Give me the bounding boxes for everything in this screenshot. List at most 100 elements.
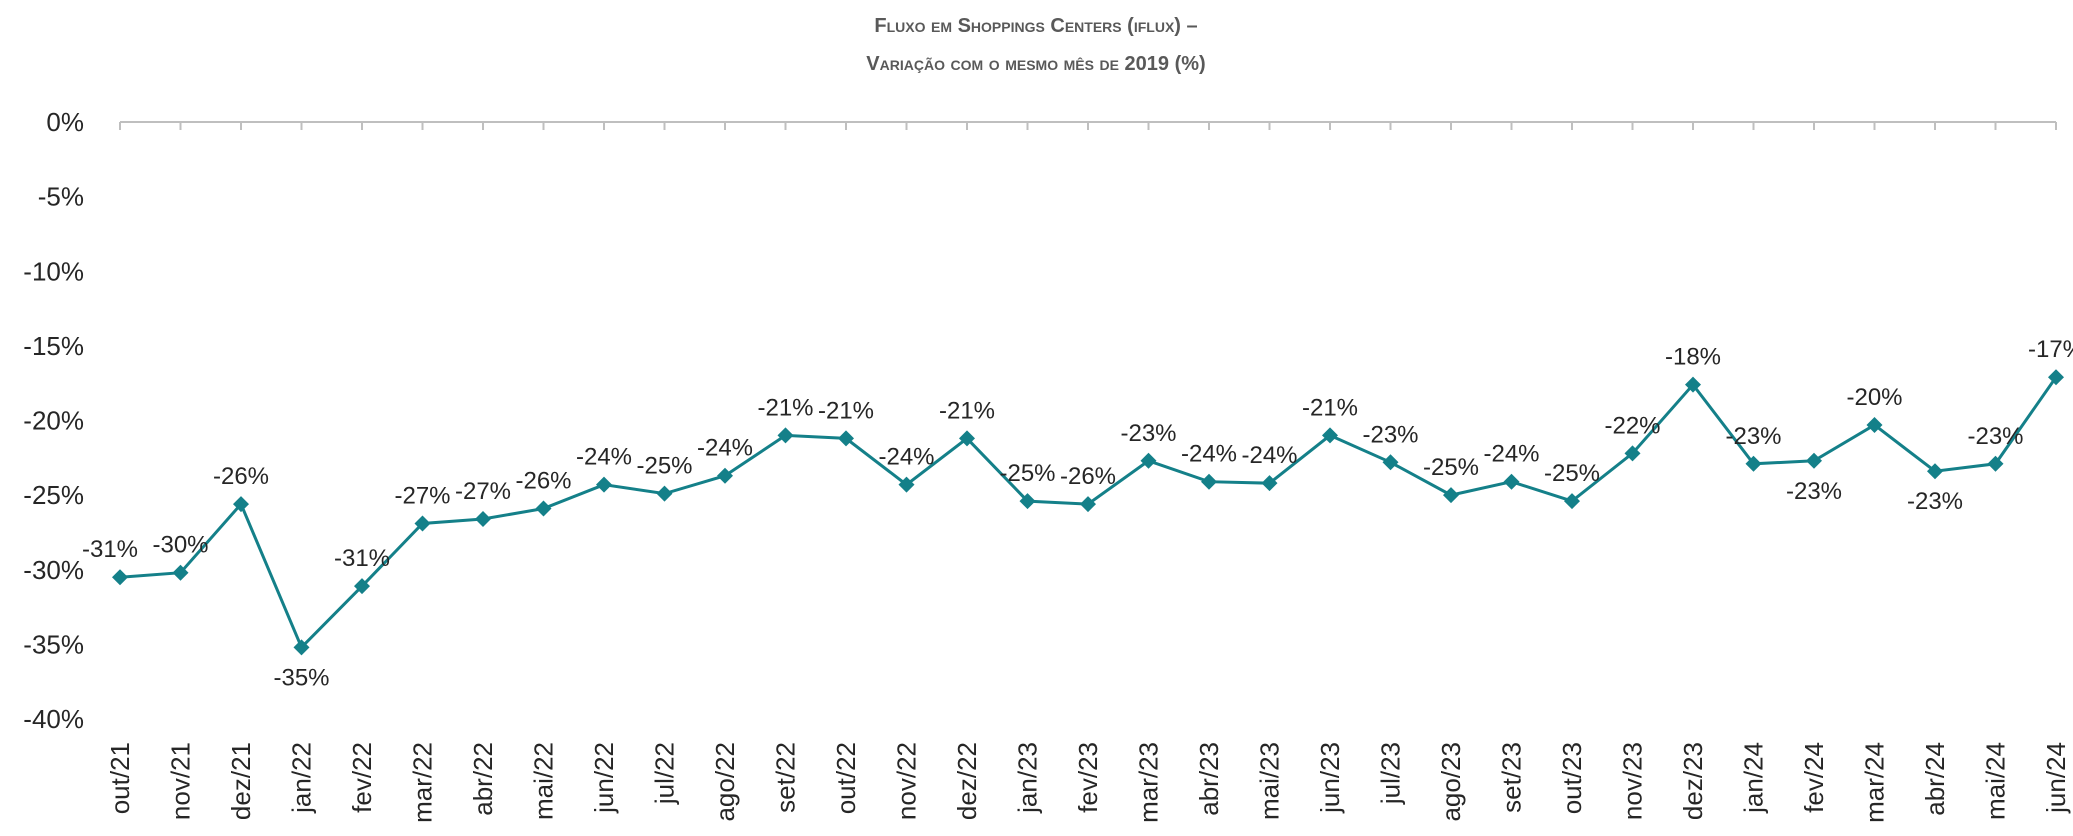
marker	[1866, 416, 1883, 433]
marker	[1503, 473, 1520, 490]
line	[119, 376, 2058, 651]
data-label: -25%	[636, 453, 692, 480]
data-label: -22%	[1604, 412, 1660, 439]
marker	[656, 485, 673, 502]
data-label: -24%	[576, 444, 632, 471]
marker	[959, 430, 975, 447]
marker	[898, 476, 915, 493]
y-tick-label: -25%	[23, 480, 84, 510]
marker	[1624, 445, 1641, 462]
y-tick-label: -35%	[23, 629, 84, 659]
marker	[535, 500, 552, 517]
marker	[1019, 493, 1036, 510]
marker	[354, 578, 370, 595]
data-label: -24%	[697, 435, 753, 462]
marker	[1443, 487, 1459, 504]
marker	[293, 639, 310, 656]
data-label: -23%	[1725, 423, 1781, 450]
x-tick-label: mar/22	[408, 742, 438, 823]
x-tick-label: dez/22	[952, 742, 982, 820]
x-tick-label: jul/22	[650, 742, 680, 805]
x-tick-label: nov/23	[1618, 742, 1648, 820]
x-tick-label: mar/23	[1134, 742, 1164, 823]
marker	[1685, 376, 1701, 393]
data-label: -31%	[334, 545, 390, 572]
marker	[1987, 455, 2004, 472]
x-tick-label: set/22	[771, 742, 801, 813]
data-label: -24%	[1181, 441, 1237, 468]
marker	[1382, 454, 1399, 471]
x-tick-label: mai/23	[1255, 742, 1285, 820]
marker	[1140, 452, 1157, 469]
data-label: -20%	[1846, 384, 1902, 411]
data-label: -23%	[1907, 488, 1963, 515]
data-label: -30%	[152, 532, 208, 559]
y-tick-label: -5%	[38, 182, 84, 212]
marker	[172, 564, 189, 581]
y-tick-label: -10%	[23, 256, 84, 286]
data-label: -23%	[1786, 478, 1842, 505]
data-label: -18%	[1665, 344, 1721, 371]
data-label: -23%	[1120, 420, 1176, 447]
x-tick-label: mai/24	[1981, 742, 2011, 820]
y-tick-label: -20%	[23, 406, 84, 436]
chart-subtitle: Variação com o mesmo mês de 2019 (%)	[866, 53, 1205, 75]
marker	[1322, 427, 1338, 444]
x-tick-label: jan/24	[1739, 742, 1769, 814]
x-tick-label: mai/22	[529, 742, 559, 820]
data-label: -26%	[515, 468, 571, 495]
x-tick-label: abr/23	[1194, 742, 1224, 816]
x-tick-label: jun/23	[1315, 742, 1345, 814]
data-label: -21%	[757, 394, 813, 421]
marker	[475, 511, 491, 528]
marker	[717, 467, 733, 484]
x-tick-label: jun/24	[2041, 742, 2071, 814]
x-tick-label: mar/24	[1860, 742, 1890, 823]
x-tick-label: fev/23	[1073, 742, 1103, 813]
marker	[1806, 452, 1822, 469]
marker	[233, 496, 249, 513]
data-label: -27%	[394, 482, 450, 509]
x-tick-label: dez/21	[226, 742, 256, 820]
marker	[112, 569, 128, 586]
marker	[596, 476, 612, 493]
x-tick-label: ago/23	[1436, 742, 1466, 822]
x-tick-label: jun/22	[589, 742, 619, 814]
data-label: -21%	[818, 397, 874, 424]
marker	[1261, 475, 1278, 492]
data-label: -27%	[455, 478, 511, 505]
marker	[1564, 493, 1580, 510]
x-tick-label: nov/21	[166, 742, 196, 820]
marker	[414, 515, 431, 532]
x-tick-label: fev/22	[347, 742, 377, 813]
marker	[777, 427, 794, 444]
x-tick-label: out/21	[105, 742, 135, 814]
x-tick-label: out/23	[1557, 742, 1587, 814]
y-tick-label: -40%	[23, 704, 84, 734]
marker	[1080, 496, 1096, 513]
x-tick-label: ago/22	[710, 742, 740, 822]
x-tick-label: set/23	[1497, 742, 1527, 813]
y-tick-label: -15%	[23, 331, 84, 361]
data-label: -26%	[1060, 463, 1116, 490]
data-label: -24%	[1483, 441, 1539, 468]
x-tick-label: dez/23	[1678, 742, 1708, 820]
x-tick-label: out/22	[831, 742, 861, 814]
marker	[2048, 369, 2064, 386]
x-tick-label: abr/24	[1920, 742, 1950, 816]
x-tick-label: fev/24	[1799, 742, 1829, 813]
x-tick-label: abr/22	[468, 742, 498, 816]
data-label: -31%	[82, 536, 138, 563]
x-tick-label: jan/23	[1013, 742, 1043, 814]
marker	[1201, 473, 1217, 490]
x-tick-label: jul/23	[1376, 742, 1406, 805]
data-label: -35%	[273, 664, 329, 691]
y-tick-label: -30%	[23, 555, 84, 585]
data-label: -23%	[1362, 421, 1418, 448]
marker	[838, 430, 854, 447]
data-label: -26%	[213, 463, 269, 490]
x-tick-label: nov/22	[892, 742, 922, 820]
data-label: -17%	[2028, 336, 2073, 363]
data-label: -24%	[1241, 442, 1297, 469]
